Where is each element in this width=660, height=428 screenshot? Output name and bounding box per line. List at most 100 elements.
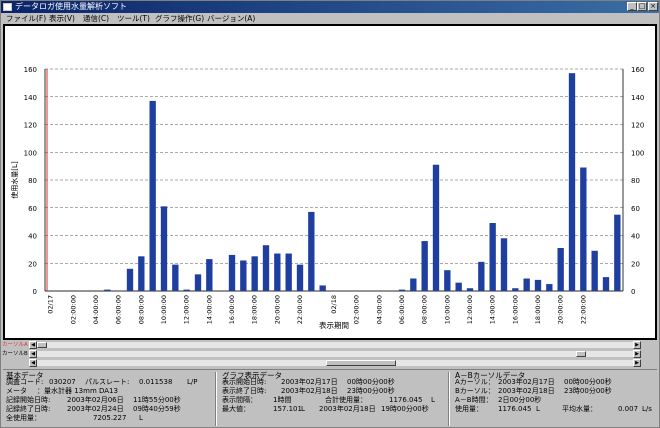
record-end-time: 09時40分59秒: [133, 405, 181, 413]
total-usage-label: 全使用量：: [6, 414, 41, 422]
y-axis-label: 使用水量[L]: [10, 161, 19, 199]
x-tick-label: 14:00:00: [205, 295, 213, 324]
cursor-a-scrollbar[interactable]: カーソルA ◀ ▶: [1, 341, 659, 349]
pulse-rate-unit: L/P: [187, 378, 198, 386]
sum-usage-label: 合計使用量：: [325, 396, 367, 404]
bar: [319, 285, 326, 291]
meter-value: ：量水計器 13mm DA13: [37, 387, 118, 395]
cursor-b-scrollbar[interactable]: カーソルB ◀ ▶: [1, 350, 659, 358]
basic-data-header: 基本データ: [6, 371, 44, 380]
bar: [262, 245, 270, 291]
bar: [614, 214, 621, 291]
menu-graph[interactable]: グラフ操作(G): [155, 14, 205, 23]
x-tick-label: 06:00:00: [115, 295, 123, 324]
y-tick-label-left: 120: [24, 122, 37, 130]
record-start-time: 11時55分00秒: [133, 396, 181, 404]
max-time: 19時00分00秒: [381, 405, 429, 413]
panel-divider: [215, 372, 217, 426]
cursor-b-label: カーソルB: [2, 351, 28, 357]
y-tick-label-left: 100: [24, 149, 37, 157]
cursor-a-data-label: Aカーソル：: [455, 378, 495, 386]
bar: [194, 274, 202, 291]
bar: [489, 223, 496, 291]
bar: [546, 284, 553, 291]
title-bar[interactable]: データロガ使用水量解析ソフト _ □ ×: [1, 1, 659, 13]
cursor-b-left-arrow[interactable]: ◀: [29, 350, 37, 358]
bar: [512, 288, 519, 291]
cursor-a-thumb[interactable]: [37, 342, 47, 348]
bar: [444, 270, 451, 291]
bar: [228, 254, 236, 291]
max-unit: L: [301, 405, 305, 413]
menu-view[interactable]: 表示(V): [49, 14, 75, 23]
y-tick-label-right: 140: [631, 94, 644, 102]
y-tick-label-left: 80: [28, 177, 37, 185]
cursor-a-label: カーソルA: [2, 342, 28, 348]
ab-usage-label: 使用量：: [455, 405, 483, 413]
minimize-button[interactable]: _: [627, 2, 637, 11]
bar: [274, 253, 281, 291]
bar: [251, 256, 258, 291]
bar: [183, 289, 190, 291]
y-tick-label-left: 140: [24, 94, 37, 102]
x-tick-label: 12:00:00: [183, 295, 191, 324]
menu-comm[interactable]: 通信(C): [83, 14, 110, 23]
cursor-b-date: 2003年02月18日: [498, 387, 555, 395]
chart-area[interactable]: 0 0 20 20 40 40 60 60 80 80 100 100 120 120 140 140 160 1…: [3, 24, 657, 340]
info-panel: 基本データ 調査コード: 030207 パルスレート: 0.011538 L/P…: [3, 369, 657, 427]
max-label: 最大値：: [222, 405, 250, 413]
scroll-thumb[interactable]: [326, 360, 397, 366]
horizontal-scrollbar[interactable]: ◀ ▶: [1, 359, 659, 367]
bar: [432, 164, 440, 291]
panel-divider: [448, 372, 450, 426]
x-tick-label: 20:00:00: [273, 295, 281, 324]
graph-data-panel: グラフ表示データ 表示開始日時: 2003年02月17日 00時00分00秒 表…: [219, 370, 445, 428]
bar: [580, 167, 587, 291]
cursor-b-track[interactable]: [37, 351, 633, 357]
x-tick-label: 14:00:00: [489, 295, 497, 324]
y-tick-label-right: 120: [631, 122, 644, 130]
menu-version[interactable]: バージョン(A): [207, 14, 256, 23]
cursor-b-right-arrow[interactable]: ▶: [633, 350, 641, 358]
bar: [149, 100, 156, 291]
maximize-button[interactable]: □: [637, 2, 647, 11]
x-tick-label: 06:00:00: [398, 295, 406, 324]
pulse-rate-value: 0.011538: [139, 378, 173, 386]
bar: [455, 282, 462, 291]
x-tick-label: 08:00:00: [421, 295, 429, 324]
bar: [602, 277, 610, 291]
x-tick-label: 16:00:00: [511, 295, 519, 324]
ab-cursor-header: A－Bカーソルデータ: [455, 371, 526, 380]
max-date: 2003年02月18日: [319, 405, 376, 413]
bar: [296, 264, 304, 291]
bar: [466, 288, 474, 291]
x-tick-label: 08:00:00: [137, 295, 145, 324]
scroll-left-arrow[interactable]: ◀: [29, 359, 37, 367]
bar: [240, 260, 247, 291]
cursor-b-thumb[interactable]: [576, 351, 587, 357]
x-tick-label: 18:00:00: [534, 295, 542, 324]
x-tick-label: 22:00:00: [296, 295, 304, 324]
display-start-date: 2003年02月17日: [281, 378, 338, 386]
menu-tools[interactable]: ツール(T): [117, 14, 150, 23]
close-button[interactable]: ×: [648, 2, 658, 11]
cursor-a-track[interactable]: [37, 342, 633, 348]
display-interval-label: 表示間隔：: [222, 396, 257, 404]
record-start-label: 記録開始日時:: [6, 396, 51, 404]
menu-file[interactable]: ファイル(F): [6, 14, 47, 23]
survey-code-value: 030207: [49, 378, 76, 386]
scroll-right-arrow[interactable]: ▶: [633, 359, 641, 367]
cursor-a-left-arrow[interactable]: ◀: [29, 341, 37, 349]
avg-flow-value: 0.007: [618, 405, 639, 413]
cursor-a-right-arrow[interactable]: ▶: [633, 341, 641, 349]
bar: [421, 241, 428, 291]
x-tick-label: 02:00:00: [69, 295, 77, 324]
bar: [172, 264, 179, 291]
bar-chart: 0 0 20 20 40 40 60 60 80 80 100 100 120 120 140 140 160 1…: [10, 66, 644, 330]
y-tick-label-left: 160: [24, 66, 37, 74]
display-end-time: 23時00分00秒: [347, 387, 395, 395]
y-tick-label-right: 40: [631, 233, 640, 241]
avg-flow-unit: L/s: [642, 405, 652, 413]
bar: [523, 278, 530, 291]
